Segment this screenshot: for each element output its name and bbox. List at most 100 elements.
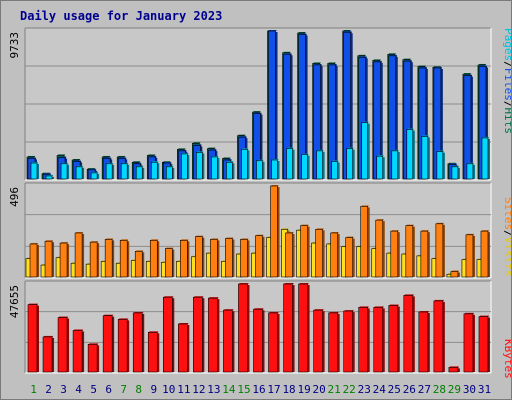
bar-kbytes-day-27: [418, 310, 430, 373]
bar-pages-day-3-face: [60, 163, 68, 180]
bar-files-day-26-side: [410, 62, 413, 179]
bar-hits-day-5-top: [88, 168, 96, 170]
bar-sites-day-12-side: [202, 237, 205, 277]
bar-kbytes-day-4-face: [72, 330, 83, 373]
x-label-day-1: 1: [30, 383, 37, 396]
bar-kbytes-day-16-face: [253, 308, 263, 373]
bar-sites-day-13-top: [211, 238, 219, 240]
bar-hits-day-15-top: [238, 134, 246, 136]
bar-sites-day-11-top: [181, 239, 189, 241]
bar-kbytes-day-17-side: [277, 313, 280, 372]
bar-pages-day-30-top: [467, 162, 474, 164]
bar-sites-day-1-top: [31, 242, 38, 244]
bar-pages-day-31: [481, 136, 490, 180]
bar-kbytes-day-24-side: [382, 308, 385, 372]
bar-pages-day-13-side: [217, 157, 220, 179]
bar-files-day-10-top: [164, 162, 172, 164]
bar-sites-day-8: [134, 250, 145, 278]
bar-files-day-1-top: [29, 157, 36, 159]
bar-kbytes-day-3-side: [67, 318, 70, 372]
bar-sites-day-23-side: [367, 207, 370, 277]
bar-hits-day-22-top: [343, 30, 351, 31]
bar-sites-day-18-top: [286, 231, 294, 233]
bar-sites-day-26-top: [406, 224, 414, 226]
bar-kbytes-day-7-side: [127, 320, 130, 372]
bar-sites-day-22-top: [346, 236, 354, 238]
bar-sites-day-24: [375, 219, 385, 278]
bar-sites-day-21-side: [337, 233, 340, 277]
bar-kbytes-day-10-face: [162, 296, 173, 373]
side-label-part: /: [502, 61, 511, 68]
bar-sites-day-25: [390, 230, 400, 278]
bar-kbytes-day-27-top: [419, 310, 429, 312]
bar-kbytes-day-4: [72, 329, 85, 373]
bar-pages-day-23-top: [362, 121, 369, 123]
bar-sites-day-11: [180, 239, 190, 278]
bar-kbytes-day-24-top: [374, 306, 384, 308]
bar-kbytes-day-14-side: [232, 311, 235, 372]
bar-kbytes-day-24: [373, 306, 385, 373]
bar-files-day-9-top: [149, 155, 157, 157]
bar-files-day-28-top: [434, 66, 442, 68]
bar-pages-day-14-face: [226, 161, 233, 180]
bar-sites-day-21: [330, 231, 340, 278]
bar-files-day-17-top: [269, 30, 277, 31]
bar-sites-day-31-face: [480, 230, 489, 278]
bar-sites-day-20-top: [316, 228, 324, 230]
bar-files-day-18-top: [284, 53, 292, 55]
bar-files-day-4-top: [74, 160, 82, 162]
bar-sites-day-12-face: [195, 236, 203, 278]
bar-kbytes-day-12-face: [193, 296, 203, 373]
x-label-day-17: 17: [267, 383, 280, 396]
bar-sites-day-16-top: [256, 234, 264, 236]
bar-pages-day-16: [256, 159, 265, 180]
x-label-day-11: 11: [177, 383, 190, 396]
bar-kbytes-day-15-face: [238, 283, 248, 373]
bar-files-day-16-top: [254, 112, 262, 114]
bar-sites-day-14-side: [232, 239, 235, 277]
x-label-day-4: 4: [75, 383, 82, 396]
bar-kbytes-day-21: [328, 311, 340, 373]
bar-kbytes-day-12: [193, 296, 205, 373]
bar-pages-day-19-top: [302, 153, 309, 155]
bar-pages-day-1-top: [32, 162, 38, 164]
bar-pages-day-3-side: [67, 164, 70, 179]
bar-sites-day-16-side: [262, 236, 265, 277]
x-label-day-28: 28: [433, 383, 446, 396]
bar-pages-day-15-side: [247, 150, 250, 179]
bar-kbytes-day-30-face: [463, 313, 474, 373]
bar-kbytes-day-14-face: [223, 309, 233, 373]
bar-kbytes-day-19-side: [307, 285, 310, 372]
bar-sites-day-30-face: [465, 234, 474, 278]
bar-files-day-21-top: [329, 63, 337, 65]
bar-pages-day-19-face: [301, 154, 308, 180]
bar-hits-day-27-top: [418, 65, 426, 67]
bar-kbytes-day-9: [147, 331, 160, 373]
bar-pages-day-11-top: [182, 152, 189, 154]
bar-sites-day-10: [164, 247, 175, 278]
bar-sites-day-13: [210, 238, 220, 278]
x-label-day-22: 22: [343, 383, 356, 396]
bar-kbytes-day-16-top: [254, 308, 264, 310]
bar-pages-day-8: [135, 165, 145, 180]
bar-pages-day-28-top: [437, 150, 444, 152]
x-label-day-19: 19: [297, 383, 310, 396]
side-label-part: Sites: [502, 197, 511, 230]
bar-kbytes-day-23-face: [358, 307, 369, 373]
bar-files-day-25-top: [389, 54, 397, 56]
bar-sites-day-9-face: [149, 240, 158, 278]
bar-kbytes-day-6-face: [102, 315, 113, 373]
bar-kbytes-day-17-face: [268, 312, 278, 373]
bar-pages-day-9-face: [150, 161, 158, 180]
bar-kbytes-day-30-side: [472, 314, 475, 372]
bar-pages-day-28-face: [436, 151, 444, 180]
bar-kbytes-day-25-side: [397, 306, 400, 372]
bar-pages-day-26-top: [407, 128, 414, 130]
bar-kbytes-day-23-side: [367, 308, 370, 372]
bar-kbytes-day-31-face: [478, 316, 489, 373]
bar-pages-day-4: [75, 165, 85, 180]
bar-pages-day-22-face: [346, 148, 353, 180]
bar-hits-day-30-top: [463, 73, 471, 75]
